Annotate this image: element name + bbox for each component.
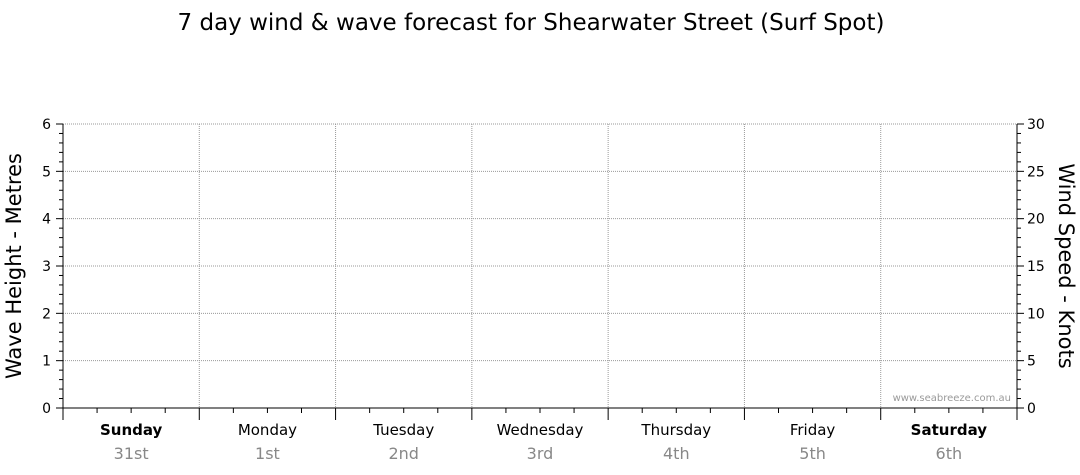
day-name-label: Monday	[238, 421, 297, 439]
y-tick-label: 2	[42, 306, 51, 322]
day-axis: Sunday 31st Monday 1st Tuesday 2nd Wednesday 3r…	[62, 408, 1018, 463]
y-tick-label: 3	[42, 259, 51, 275]
day-date-label: 4th	[663, 444, 690, 463]
day-name-label: Sunday	[100, 421, 163, 439]
wind-speed-axis-label: Wind Speed - Knots	[1054, 163, 1078, 368]
day-date-label: 3rd	[527, 444, 554, 463]
day-name-label: Friday	[790, 421, 836, 439]
wind-speed-axis: 0 5 10 15 20 25 30	[1017, 117, 1045, 417]
y2-tick-label: 5	[1027, 354, 1036, 370]
chart-title: 7 day wind & wave forecast for Shearwate…	[178, 10, 885, 36]
day-name-label: Wednesday	[497, 421, 584, 439]
day-date-label: 1st	[255, 444, 280, 463]
y2-tick-label: 10	[1027, 306, 1045, 322]
day-date-label: 2nd	[388, 444, 418, 463]
day-name-label: Saturday	[911, 421, 988, 439]
y-tick-label: 5	[42, 164, 51, 180]
day-name-label: Thursday	[640, 421, 711, 439]
watermark-text: www.seabreeze.com.au	[893, 393, 1011, 404]
y-tick-label: 6	[42, 117, 51, 133]
y-tick-label: 1	[42, 354, 51, 370]
y-tick-label: 0	[42, 401, 51, 417]
y2-tick-label: 15	[1027, 259, 1045, 275]
day-date-label: 6th	[936, 444, 963, 463]
wave-height-axis-label: Wave Height - Metres	[2, 153, 26, 379]
y2-tick-label: 30	[1027, 117, 1045, 133]
wave-height-axis: 0 1 2 3 4 5 6	[42, 117, 63, 417]
grid-lines	[63, 123, 1017, 408]
y2-tick-label: 0	[1027, 401, 1036, 417]
y2-tick-label: 20	[1027, 212, 1045, 228]
day-date-label: 31st	[114, 444, 149, 463]
y2-tick-label: 25	[1027, 164, 1045, 180]
day-date-label: 5th	[799, 444, 826, 463]
day-name-label: Tuesday	[372, 421, 434, 439]
y-tick-label: 4	[42, 212, 51, 228]
